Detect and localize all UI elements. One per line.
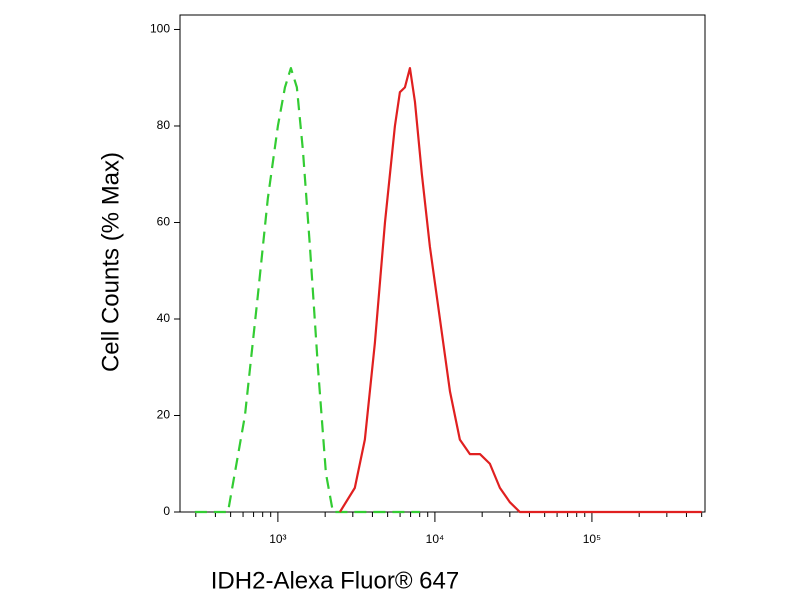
series-line: [338, 66, 702, 514]
y-tick-label: 100: [150, 22, 170, 36]
x-tick-label: 10⁴: [426, 532, 445, 546]
y-tick-label: 80: [157, 118, 171, 132]
x-axis-label: IDH2-Alexa Fluor® 647: [211, 567, 459, 594]
plot-frame: [179, 14, 706, 513]
x-tick-label: 10⁵: [583, 532, 601, 546]
x-tick-label: 10³: [269, 532, 286, 546]
y-tick-label: 0: [163, 504, 170, 518]
y-tick-label: 20: [157, 408, 171, 422]
y-tick-label: 60: [157, 215, 171, 229]
series-line: [194, 66, 420, 514]
y-tick-label: 40: [157, 311, 171, 325]
y-axis-label: Cell Counts (% Max): [97, 152, 124, 372]
